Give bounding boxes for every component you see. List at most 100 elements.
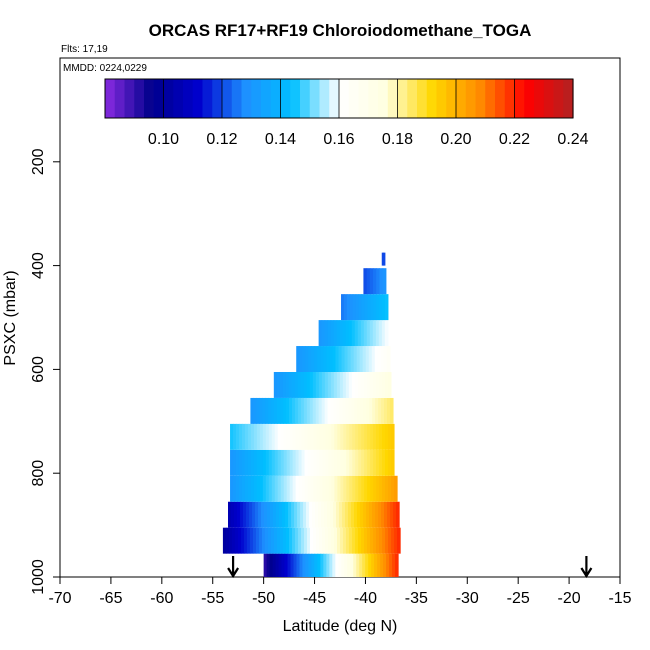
data-cell [326,346,331,372]
data-cell [263,553,268,577]
data-cell [258,527,263,554]
data-cell [274,397,278,424]
data-cell [310,475,315,502]
data-cell [320,553,324,577]
data-cell [253,397,257,424]
data-cell [383,252,386,266]
data-cell [253,423,258,450]
data-cell [250,475,255,502]
data-cell [305,346,309,372]
data-cell [383,553,387,577]
data-cell [345,320,350,347]
data-cell [385,449,389,476]
data-cell [330,371,335,398]
data-cell [278,553,283,577]
data-cell [299,553,304,577]
data-cell [325,527,329,554]
x-tick-label: -45 [303,590,326,607]
data-cell [368,346,373,372]
data-cell [252,527,257,554]
data-cell [333,371,338,398]
data-cell [382,268,387,295]
data-cell [304,423,309,450]
data-cell [237,527,242,554]
data-cell [328,423,332,450]
data-cell [277,475,282,502]
data-cell [237,501,241,528]
data-cell [270,527,275,554]
data-cell [274,423,279,450]
data-cell [374,346,379,372]
data-cell [337,527,341,554]
data-cell [388,423,392,450]
data-cell [382,294,386,321]
data-cell [300,501,304,528]
data-cell [262,449,267,476]
data-band [250,397,394,424]
data-cell [238,475,243,502]
data-cell [343,449,347,476]
x-tick-label: -70 [48,590,71,607]
data-cell [334,423,338,450]
data-cell [246,501,250,528]
data-cell [382,449,386,476]
data-band [363,268,387,295]
data-cell [253,475,258,502]
data-cell [265,423,270,450]
data-cell [249,501,253,528]
data-cell [290,553,295,577]
data-cell [276,371,281,398]
data-cell [286,475,291,502]
data-cell [272,553,277,577]
data-band [222,527,401,554]
colorbar-tick-label: 0.14 [265,131,296,148]
colorbar-cell [300,79,311,118]
data-cell [366,371,371,398]
data-cell [365,553,369,577]
data-cell [383,346,388,372]
data-cell [240,501,244,528]
flight-arrow [227,556,240,579]
colorbar-cell [465,79,477,118]
data-cell [364,527,368,554]
data-cell [396,501,400,528]
data-cell [269,553,274,577]
data-cell [333,320,338,347]
colorbar-cell [309,79,321,118]
data-cell [354,397,358,424]
data-cell [390,449,395,476]
data-cell [291,371,296,398]
data-cell [356,553,360,577]
colorbar-cell [426,79,438,118]
data-cell [378,397,382,424]
data-cell [353,346,358,372]
data-cell [316,449,321,476]
data-cell [297,527,302,554]
data-cell [332,346,337,372]
data-cell [352,423,356,450]
data-cell [241,475,246,502]
data-cell [343,423,347,450]
data-cell [351,501,355,528]
data-cell [344,346,349,372]
data-cell [349,527,353,554]
data-cell [314,553,318,577]
data-cell [386,346,391,372]
data-cell [360,397,364,424]
data-cell [351,397,355,424]
data-cell [386,553,390,577]
data-cell [387,501,391,528]
data-cell [349,294,354,321]
colorbar-cell [378,79,389,118]
colorbar-cell [192,79,204,118]
data-cell [312,501,316,528]
data-cell [235,449,240,476]
data-cell [322,475,327,502]
data-cell [358,527,362,554]
data-cell [265,397,269,424]
data-cell [342,397,347,424]
colorbar-cell [358,79,369,118]
data-cell [280,423,285,450]
data-cell [352,294,357,321]
data-cell [382,423,386,450]
